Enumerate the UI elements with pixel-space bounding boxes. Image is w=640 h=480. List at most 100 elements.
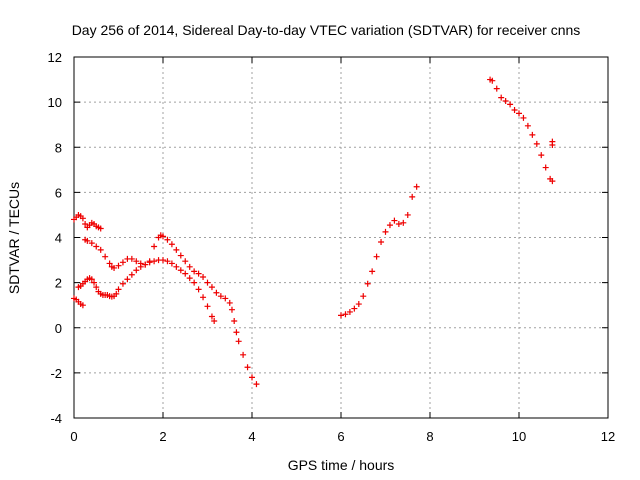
data-point	[173, 246, 180, 253]
data-point	[79, 215, 86, 222]
data-point	[88, 276, 95, 283]
y-tick-label: 4	[55, 231, 62, 246]
data-point	[364, 280, 371, 287]
data-point	[391, 217, 398, 224]
y-tick-label: 2	[55, 276, 62, 291]
data-point	[128, 255, 135, 262]
data-point	[489, 77, 496, 84]
data-point	[97, 246, 104, 253]
y-tick-label: 10	[48, 95, 62, 110]
data-point	[93, 284, 100, 291]
data-point	[222, 295, 229, 302]
data-point	[142, 261, 149, 268]
data-point	[186, 263, 193, 270]
x-tick-label: 12	[601, 429, 615, 444]
data-point	[520, 114, 527, 121]
data-point	[102, 253, 109, 260]
data-point	[382, 228, 389, 235]
data-point	[200, 294, 207, 301]
data-point	[177, 267, 184, 274]
data-point	[226, 299, 233, 306]
data-point	[204, 279, 211, 286]
x-tick-label: 6	[337, 429, 344, 444]
data-point	[413, 183, 420, 190]
data-point	[115, 286, 122, 293]
data-point	[93, 243, 100, 250]
data-point	[538, 152, 545, 159]
data-point	[111, 264, 118, 271]
y-tick-label: 8	[55, 140, 62, 155]
data-point	[338, 312, 344, 319]
y-tick-label: 6	[55, 185, 62, 200]
data-point	[342, 311, 349, 318]
data-point	[409, 193, 416, 200]
data-point	[82, 220, 89, 227]
data-point	[146, 258, 153, 265]
x-axis-label: GPS time / hours	[288, 457, 395, 473]
data-point	[244, 364, 251, 371]
data-point	[233, 329, 240, 336]
data-point	[160, 257, 166, 264]
data-point	[253, 381, 260, 388]
data-point	[204, 303, 211, 310]
data-point	[386, 222, 393, 229]
data-point	[516, 110, 522, 117]
data-point	[128, 271, 135, 278]
data-point	[355, 301, 362, 308]
data-point	[211, 317, 218, 324]
series-track-g	[487, 76, 556, 185]
data-point	[549, 138, 556, 145]
y-tick-label: -2	[50, 366, 62, 381]
data-point	[151, 243, 158, 250]
chart-title: Day 256 of 2014, Sidereal Day-to-day VTE…	[72, 22, 581, 38]
data-points	[71, 76, 556, 388]
data-point	[191, 268, 198, 275]
data-point	[529, 131, 536, 138]
data-point	[369, 268, 376, 275]
data-point	[137, 260, 144, 267]
data-point	[213, 289, 220, 296]
data-point	[195, 286, 202, 293]
x-tick-label: 4	[248, 429, 255, 444]
data-point	[400, 219, 407, 226]
data-point	[511, 107, 518, 114]
data-point	[124, 276, 131, 283]
y-axis-label: SDTVAR / TECUs	[6, 182, 22, 294]
data-point	[493, 85, 500, 92]
y-tick-label: 12	[48, 50, 62, 65]
data-point	[186, 275, 193, 282]
data-point	[182, 258, 189, 265]
data-point	[502, 97, 509, 104]
data-point	[119, 259, 126, 266]
x-tick-label: 8	[426, 429, 433, 444]
data-point	[217, 293, 224, 300]
data-point	[79, 302, 86, 309]
data-point	[113, 290, 120, 297]
data-point	[507, 101, 514, 108]
data-point	[208, 313, 215, 320]
data-point	[133, 267, 140, 274]
data-point	[182, 270, 189, 277]
data-point	[191, 279, 198, 286]
data-point	[404, 211, 411, 218]
grid-lines	[74, 57, 608, 418]
data-point	[524, 122, 531, 129]
axis-ticks: 0 2 4 6 8 10 12 -4 -2 0 2 4 6 8 10 12	[48, 50, 616, 444]
data-point	[119, 280, 126, 287]
data-point	[168, 241, 175, 248]
y-tick-label: -4	[50, 411, 62, 426]
series-track-d	[75, 257, 218, 324]
data-point	[160, 233, 166, 240]
x-tick-label: 0	[70, 429, 77, 444]
series-track-e	[82, 232, 260, 388]
data-point	[91, 279, 98, 286]
data-point	[164, 236, 171, 243]
data-point	[168, 260, 175, 267]
series-track-b	[86, 219, 104, 232]
data-point	[173, 263, 180, 270]
data-point	[133, 258, 140, 265]
data-point	[373, 253, 380, 260]
y-tick-label: 0	[55, 321, 62, 336]
series-track-c	[71, 295, 86, 309]
